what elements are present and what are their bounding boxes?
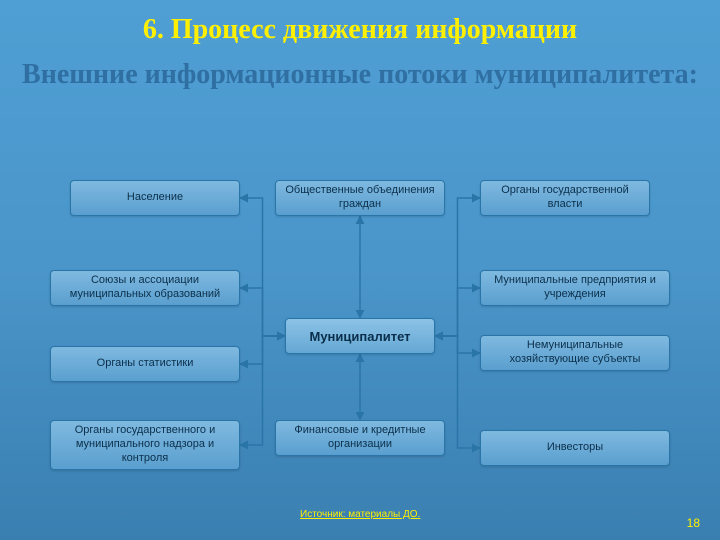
diagram-node: Финансовые и кредитные организации [275,420,445,456]
diagram-node: Общественные объединения граждан [275,180,445,216]
diagram-node: Органы статистики [50,346,240,382]
diagram-node: Немуниципальные хозяйствующие субъекты [480,335,670,371]
diagram-node: Органы государственной власти [480,180,650,216]
diagram-node: Союзы и ассоциации муниципальных образов… [50,270,240,306]
slide-title: 6. Процесс движения информации [0,0,720,46]
footnote: Источник: материалы ДО. [300,509,420,520]
diagram-node: Инвесторы [480,430,670,466]
slide-subtitle: Внешние информационные потоки муниципали… [0,60,720,91]
diagram-node: Органы государственного и муниципального… [50,420,240,470]
page-number: 18 [687,516,700,530]
slide: 6. Процесс движения информации Внешние и… [0,0,720,540]
diagram-node: Муниципальные предприятия и учреждения [480,270,670,306]
center-node: Муниципалитет [285,318,435,354]
diagram-node: Население [70,180,240,216]
